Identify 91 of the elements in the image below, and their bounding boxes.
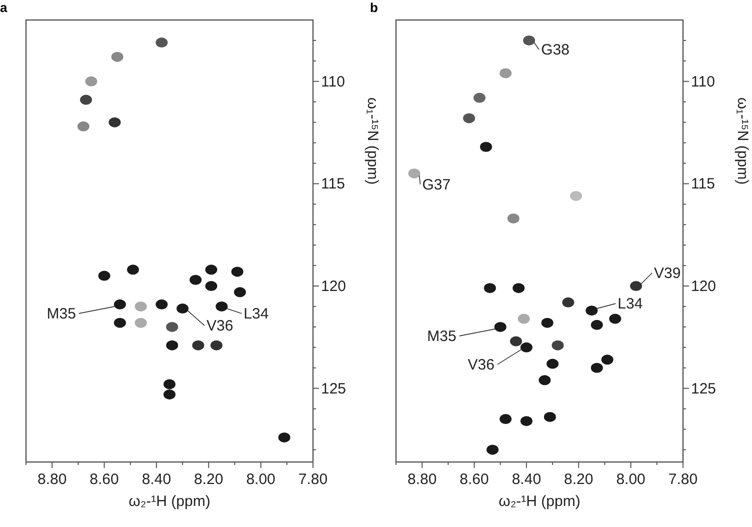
x-tick-label: 7.80 <box>298 471 328 488</box>
y-tick-label: 115 <box>691 176 715 193</box>
x-tick-label: 8.40 <box>512 471 542 488</box>
x-tick-label: 8.00 <box>616 471 646 488</box>
point <box>518 314 530 324</box>
point <box>523 35 536 46</box>
y-tick-label: 120 <box>321 278 346 296</box>
point <box>164 389 176 400</box>
point <box>80 94 92 105</box>
x-tick-label: 8.60 <box>460 471 489 488</box>
point <box>156 299 168 310</box>
x-tick-label: 8.00 <box>246 471 276 488</box>
point <box>630 281 642 292</box>
point <box>408 168 420 178</box>
x-axis-title: ω₂-¹H (ppm) <box>128 493 210 510</box>
x-tick-label: 8.20 <box>564 471 594 488</box>
point <box>114 318 126 328</box>
point <box>601 354 614 365</box>
y-axis-title: ω₁-¹⁵N (ppm) <box>734 97 751 185</box>
point <box>484 283 496 294</box>
point <box>562 297 574 308</box>
point <box>494 322 506 332</box>
y-tick-label: 110 <box>691 73 715 90</box>
point <box>278 432 290 442</box>
point <box>590 320 603 330</box>
x-tick-label: 8.60 <box>90 471 119 488</box>
annotation: V36 <box>206 318 234 335</box>
chart-title: a <box>0 0 8 15</box>
point <box>463 113 476 124</box>
x-tick-label: 8.20 <box>194 471 224 488</box>
point <box>111 52 124 62</box>
point <box>190 274 202 285</box>
x-tick-label: 8.40 <box>142 471 172 488</box>
point <box>98 270 110 281</box>
point <box>205 264 218 275</box>
point <box>210 340 222 350</box>
point <box>507 213 520 224</box>
annotation: V39 <box>654 265 681 282</box>
x-tick-label: 8.80 <box>37 471 67 488</box>
point <box>114 299 126 310</box>
point <box>500 414 512 424</box>
point <box>166 322 178 332</box>
point <box>544 412 556 422</box>
point <box>192 340 204 350</box>
point <box>126 264 139 275</box>
x-tick-label: 8.80 <box>407 471 437 488</box>
point <box>234 287 246 298</box>
point <box>480 142 492 152</box>
annotation: M35 <box>46 305 76 322</box>
y-tick-label: 125 <box>691 380 716 398</box>
point <box>164 379 176 390</box>
y-axis-title: ω₁-¹⁵N (ppm) <box>364 97 381 185</box>
point <box>156 38 168 48</box>
annotation: G37 <box>422 176 451 194</box>
point <box>500 68 512 78</box>
point <box>538 375 551 386</box>
point <box>520 342 532 352</box>
point <box>231 266 244 277</box>
point <box>486 444 499 455</box>
annotation: L34 <box>618 296 643 313</box>
annotation: M35 <box>427 328 456 345</box>
point <box>541 318 554 328</box>
point <box>586 306 598 316</box>
y-tick-label: 120 <box>691 278 716 296</box>
x-axis-title: ω₂-¹H (ppm) <box>498 493 580 510</box>
point <box>590 362 603 373</box>
point <box>77 121 90 132</box>
y-tick-label: 125 <box>321 380 346 398</box>
point <box>216 301 228 312</box>
y-tick-label: 110 <box>321 73 345 90</box>
point <box>552 340 564 350</box>
point <box>473 92 486 103</box>
point <box>205 281 218 292</box>
point <box>134 301 147 312</box>
point <box>176 304 189 314</box>
point <box>166 340 178 350</box>
point <box>510 336 522 346</box>
point <box>546 358 559 369</box>
chart-title: b <box>370 0 378 15</box>
point <box>570 190 582 201</box>
annotation: G38 <box>541 41 570 58</box>
point <box>609 314 622 324</box>
y-tick-label: 115 <box>321 176 345 193</box>
point <box>85 76 98 86</box>
point <box>512 283 525 294</box>
point <box>134 318 147 328</box>
annotation: L34 <box>244 305 269 322</box>
x-tick-label: 7.80 <box>668 471 698 488</box>
point <box>108 117 121 128</box>
point <box>520 416 532 426</box>
annotation: V36 <box>468 356 494 374</box>
